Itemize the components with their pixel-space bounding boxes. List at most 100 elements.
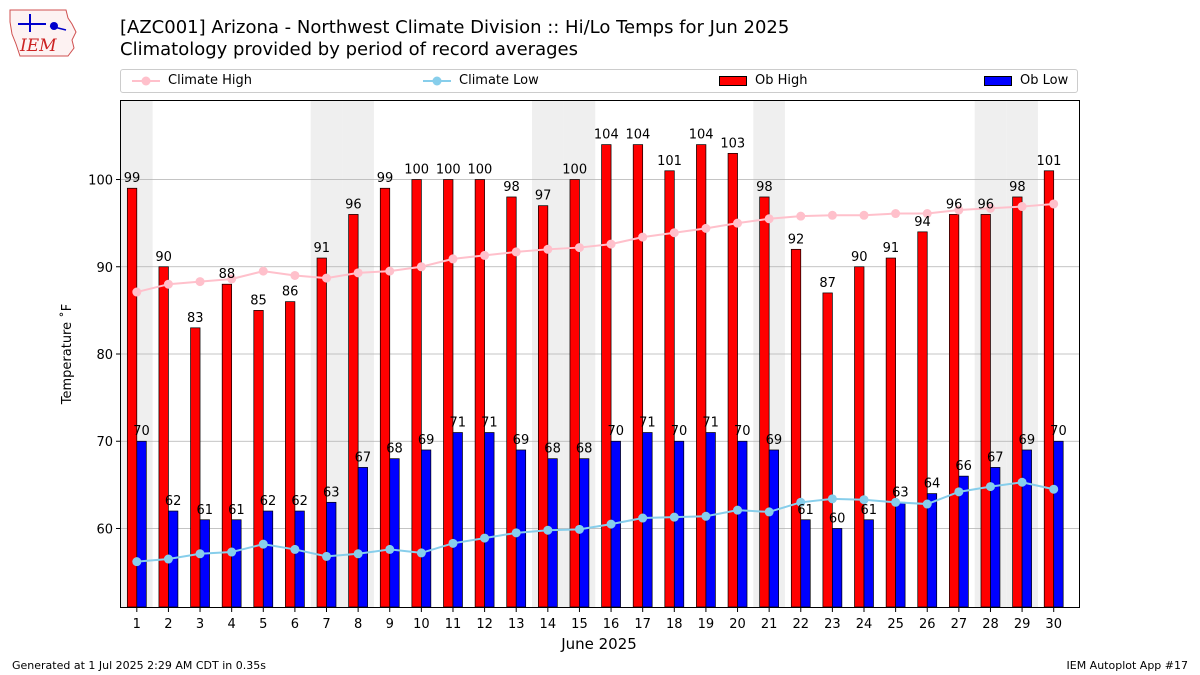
logo-text: IEM [20,36,57,56]
climate-low-point [290,544,300,554]
ob-high-label: 86 [282,285,299,300]
ob-high-label: 100 [562,163,587,178]
ob-low-label: 70 [608,424,625,439]
ob-high-label: 90 [155,250,172,265]
bar-value-labels: 99 70 90 62 83 61 88 61 85 62 86 62 91 63 96 67 99 68 100 6… [124,128,1067,527]
climate-high-point [638,232,648,242]
ob-high-label: 98 [756,180,773,195]
climate-high-point [1017,202,1027,212]
climate-low-point [638,513,648,523]
climate-high-point [859,210,869,220]
ob-low-label: 68 [576,442,593,457]
x-tick-label: 30 [1045,617,1062,632]
ob-high-bar [474,179,485,608]
ob-high-bar [949,214,960,608]
ob-low-bar [800,519,811,608]
ob-high-label: 100 [404,163,429,178]
ob-high-bar [632,144,644,608]
ob-high-bar [854,266,865,608]
climate-high-point [606,239,616,249]
climate-high-point [195,277,205,287]
ob-low-bar [357,467,368,608]
x-tick-label: 15 [571,617,588,632]
y-axis-label: Temperature ˚F [59,304,75,405]
ob-low-label: 70 [133,424,150,439]
climate-low-line [132,477,1059,567]
x-axis: 1 2 3 4 5 6 7 8 9 10 11 12 13 14 15 16 17 18 19 20 21 22 23 24 2… [133,607,1062,632]
legend-label-ob-low: Ob Low [1020,73,1069,88]
ob-low-bar [832,528,843,608]
legend-swatch-climate-high [132,76,160,86]
legend-swatch-ob-low [984,76,1012,86]
ob-low-label: 63 [323,485,340,500]
climate-high-point [163,279,173,289]
ob-high-label: 104 [689,128,714,143]
ob-low-bar [389,458,400,608]
ob-high-bar [759,196,770,608]
ob-high-bar [253,310,264,608]
y-tick-label: 80 [96,348,113,363]
ob-low-label: 71 [702,416,719,431]
ob-high-label: 101 [657,154,682,169]
climate-high-point [827,210,837,220]
ob-low-bar [136,440,147,608]
x-tick-label: 21 [761,617,778,632]
x-tick-label: 17 [634,617,651,632]
ob-low-label: 62 [291,494,308,509]
x-tick-label: 1 [133,617,141,632]
ob-low-bar [294,510,305,608]
ob-high-bar [917,231,928,608]
ob-high-bar [285,301,296,608]
legend-label-climate-high: Climate High [168,73,253,88]
climate-high-point [891,209,901,219]
ob-low-label: 62 [260,494,277,509]
legend-swatch-climate-low [423,76,451,86]
y-tick-label: 100 [88,174,113,189]
ob-high-label: 101 [1037,154,1062,169]
climate-high-point [227,274,237,284]
ob-low-label: 71 [449,416,466,431]
ob-low-bar [452,432,463,608]
climate-low-point [827,494,837,504]
ob-low-bar [484,432,495,608]
climate-low-point [385,544,395,554]
ob-low-bar [1021,449,1032,608]
x-tick-label: 9 [386,617,394,632]
climate-high-point [701,223,711,233]
climate-low-point [574,524,584,534]
ob-high-label: 92 [788,232,805,247]
ob-high-bar [601,144,612,608]
ob-high-label: 97 [535,189,552,204]
ob-high-label: 85 [250,293,267,308]
climate-high-point [922,209,932,219]
climate-low-point [922,499,932,509]
ob-low-label: 71 [639,416,656,431]
ob-low-label: 70 [671,424,688,439]
legend-item-climate-low: Climate Low [423,73,539,90]
ob-low-label: 61 [860,503,877,518]
ob-low-bar [895,501,906,608]
ob-low-bar [673,440,685,608]
climate-high-point [448,254,458,264]
x-tick-label: 10 [413,617,430,632]
ob-high-bar [696,144,707,608]
ob-high-label: 83 [187,311,204,326]
climate-high-point [258,266,268,276]
ob-low-label: 67 [355,450,372,465]
ob-low-bar [421,449,432,608]
x-tick-label: 19 [698,617,715,632]
climate-high-point [511,247,521,257]
x-tick-label: 12 [476,617,493,632]
x-tick-label: 20 [729,617,746,632]
ob-high-label: 88 [219,267,236,282]
climate-low-point [322,551,332,561]
climate-high-point [543,244,553,254]
legend: Climate High Climate Low Ob High Ob Low [120,69,1078,93]
climate-high-point [1049,199,1059,209]
ob-low-bar [1053,440,1064,608]
climate-high-point [954,205,964,215]
ob-high-bar [790,248,802,608]
climate-low-point [353,549,363,559]
ob-high-label: 91 [313,241,330,256]
